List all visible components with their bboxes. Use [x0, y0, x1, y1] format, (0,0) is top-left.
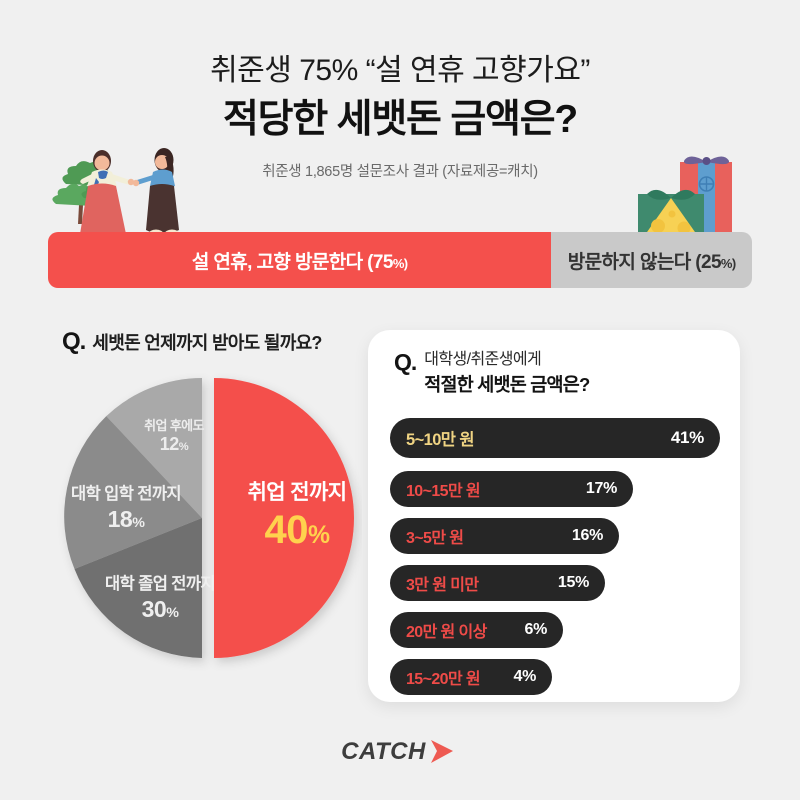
- bar-label: 3만 원 미만: [406, 577, 479, 594]
- pie-gray-group: [64, 378, 202, 658]
- gift-tall-bow-left: [683, 156, 707, 165]
- figure-left-face: [94, 155, 110, 171]
- pie-chart: 취업 전까지 40% 대학 졸업 전까지 30% 대학 입학 전까지 18% 취…: [52, 363, 362, 673]
- bar-row[interactable]: 20만 원 이상 6%: [390, 612, 563, 648]
- gift-yellow-dot-3: [668, 210, 676, 218]
- bar-row[interactable]: 5~10만 원 41%: [390, 418, 720, 458]
- pie-chart-svg: [64, 378, 354, 658]
- bar-value: 6%: [524, 621, 547, 638]
- left-question-text: 세뱃돈 언제까지 받아도 될까요?: [92, 333, 322, 353]
- bar-value: 16%: [571, 527, 603, 544]
- figure-left-collar: [98, 170, 108, 179]
- bar-label: 5~10만 원: [406, 431, 475, 449]
- bar-value: 4%: [513, 668, 536, 685]
- figure-right-skirt: [146, 184, 179, 234]
- pie-slice-before-university: [64, 416, 202, 569]
- bar-label: 20만 원 이상: [406, 624, 487, 641]
- bar-label: 3~5만 원: [406, 530, 464, 547]
- header-block: 취준생 75% “설 연휴 고향가요” 적당한 세뱃돈 금액은? 취준생 1,8…: [0, 52, 800, 181]
- amount-survey-card: Q. 대학생/취준생에게 적절한 세뱃돈 금액은? 세뱃돈: [368, 330, 740, 702]
- hometown-visit-split-bar: 설 연휴, 고향 방문한다 (75%) 방문하지 않는다 (25%): [48, 232, 752, 288]
- pie-slice-after-employment: [106, 378, 202, 518]
- gift-tall-medallion: [698, 176, 715, 192]
- bar-row[interactable]: 3~5만 원 16%: [390, 518, 619, 554]
- left-question-heading: Q. 세뱃돈 언제까지 받아도 될까요?: [62, 328, 322, 356]
- split-bar-segment-yes: 설 연휴, 고향 방문한다 (75%): [48, 232, 552, 288]
- catch-logo-text: CATCH: [341, 738, 426, 765]
- amount-bar-chart: 5~10만 원 41% 10~15만 원 17% 3~5만 원 16% 3만 원…: [390, 418, 720, 706]
- pie-slice-before-graduation: [74, 518, 202, 658]
- bar-value: 41%: [670, 428, 704, 447]
- figure-right-jeogori: [150, 169, 175, 189]
- split-bar-yes-label: 설 연휴, 고향 방문한다 (75%): [191, 251, 408, 273]
- figure-left-arm-front: [112, 174, 133, 185]
- catch-logo[interactable]: CATCH: [0, 738, 800, 766]
- gift-green-bow-left: [647, 189, 671, 200]
- split-bar-no-label: 방문하지 않는다 (25%): [567, 251, 736, 273]
- card-question-lines: 대학생/취준생에게 적절한 세뱃돈 금액은?: [424, 350, 590, 397]
- figure-right-face: [155, 155, 169, 169]
- bar-row[interactable]: 10~15만 원 17%: [390, 471, 633, 507]
- headline-primary: 취준생 75% “설 연휴 고향가요”: [210, 54, 590, 87]
- arrow-right-icon: [430, 740, 453, 763]
- bar-row[interactable]: 15~20만 원 4%: [390, 659, 552, 695]
- gift-tall-bow-knot: [702, 157, 711, 165]
- survey-source-note: 취준생 1,865명 설문조사 결과 (자료제공=캐치): [262, 164, 538, 181]
- card-question-line2: 적절한 세뱃돈 금액은?: [424, 373, 590, 395]
- card-question-heading: Q. 대학생/취준생에게 적절한 세뱃돈 금액은?: [394, 349, 590, 397]
- bar-row[interactable]: 3만 원 미만 15%: [390, 565, 605, 601]
- card-question-line1: 대학생/취준생에게: [424, 351, 542, 368]
- bar-label: 15~20만 원: [406, 671, 481, 688]
- gift-yellow-dot-1: [651, 219, 665, 233]
- gift-tall-bow-right: [706, 156, 730, 165]
- bar-value: 17%: [585, 480, 617, 497]
- gift-green-bow-right: [671, 189, 695, 200]
- bar-value: 15%: [557, 574, 589, 591]
- headline-secondary: 적당한 세뱃돈 금액은?: [222, 97, 578, 141]
- figure-left-bangs: [94, 152, 110, 158]
- question-mark-label: Q.: [62, 328, 86, 355]
- gift-yellow-dot-2: [677, 221, 691, 235]
- bar-label: 10~15만 원: [406, 483, 481, 500]
- split-bar-segment-no: 방문하지 않는다 (25%): [551, 232, 752, 288]
- figure-left-hand: [127, 178, 135, 186]
- pie-red-group: [214, 378, 354, 658]
- figure-right-hand: [132, 179, 140, 187]
- pie-slice-before-employment: [214, 378, 354, 658]
- card-question-mark-label: Q.: [394, 349, 417, 375]
- hanbok-couple-illustration: [52, 148, 180, 245]
- gift-tall-medallion-cross: [700, 177, 713, 191]
- figure-left-skirt: [80, 183, 126, 239]
- figure-left-arm-back: [80, 174, 92, 184]
